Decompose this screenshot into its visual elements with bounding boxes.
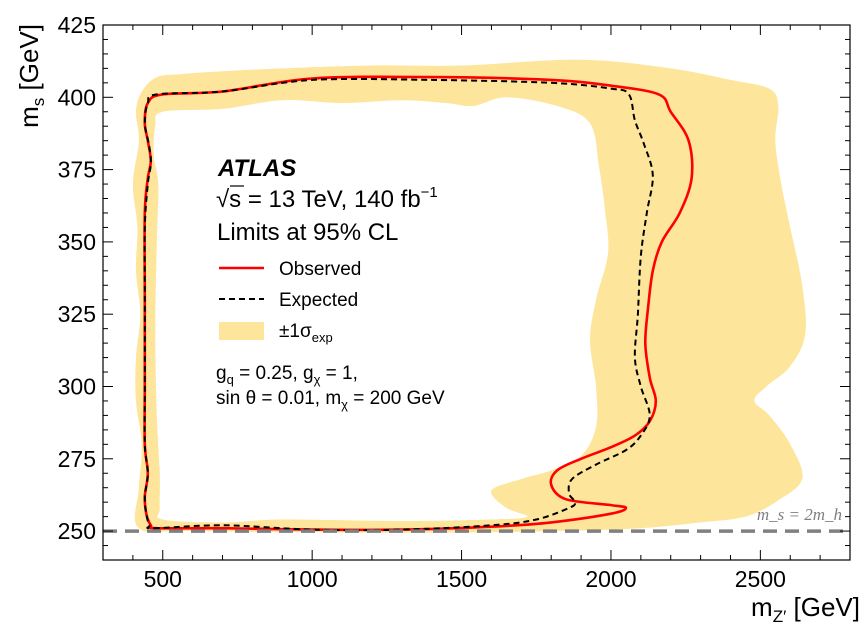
y-tick-label: 400	[58, 84, 96, 110]
y-tick-label: 250	[58, 518, 96, 544]
mixing-params: sin θ = 0.01, mχ = 200 GeV	[216, 388, 445, 412]
plot-frame	[102, 24, 851, 561]
y-tick-label: 300	[58, 373, 96, 399]
x-tick-label: 1000	[287, 566, 338, 592]
legend-band-swatch	[219, 322, 264, 340]
legend-band-label: ±1σexp	[279, 321, 333, 345]
legend-expected-label: Expected	[279, 290, 358, 311]
x-tick-label: 2500	[735, 566, 786, 592]
coupling-params: gq = 0.25, gχ = 1,	[216, 363, 358, 387]
series-expected	[143, 77, 654, 532]
x-tick-label: 2000	[585, 566, 636, 592]
axis-ticks: 500 1000 1500 2000 2500 250 275 300 325 350 375 400…	[58, 12, 850, 592]
y-tick-label: 350	[58, 229, 96, 255]
contour-curves	[143, 75, 694, 532]
x-axis-title: mZ′ [GeV]	[751, 592, 860, 626]
y-axis-title: ms [GeV]	[14, 24, 48, 128]
uncertainty-band	[132, 59, 806, 533]
legend-observed-label: Observed	[279, 259, 361, 280]
y-tick-label: 375	[58, 157, 96, 183]
experiment-label: ATLAS	[217, 155, 296, 182]
x-tick-label: 1500	[436, 566, 487, 592]
y-tick-label: 425	[58, 12, 96, 38]
y-tick-label: 275	[58, 446, 96, 472]
energy-label: √s = 13 TeV, 140 fb−1	[216, 184, 438, 213]
threshold-label: m_s = 2m_h	[757, 505, 842, 524]
y-tick-label: 325	[58, 301, 96, 327]
cl-label: Limits at 95% CL	[217, 219, 398, 246]
band-region	[132, 59, 806, 533]
x-tick-label: 500	[144, 566, 182, 592]
